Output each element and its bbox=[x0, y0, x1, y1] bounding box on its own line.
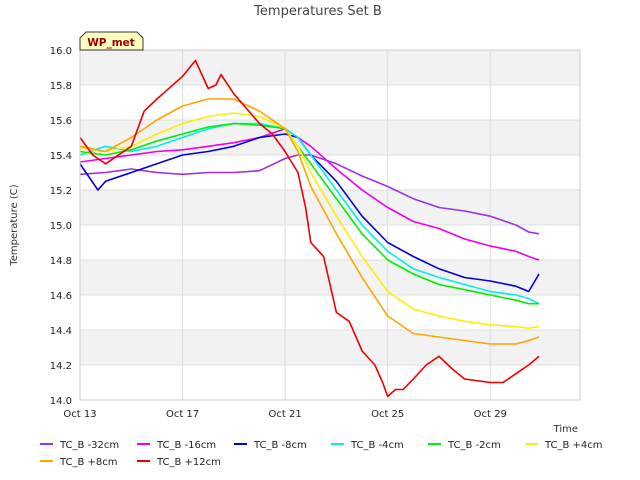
y-tick-label: 15.4 bbox=[50, 151, 72, 162]
series-line-tc-b-4cm bbox=[79, 122, 540, 305]
y-tick-label: 15.0 bbox=[50, 221, 72, 232]
plot-band bbox=[80, 120, 580, 155]
legend-item: TC_B -16cm bbox=[137, 440, 216, 451]
x-tick-label: Oct 25 bbox=[371, 409, 404, 420]
legend-label: TC_B -4cm bbox=[350, 440, 404, 451]
legend-label: TC_B +4cm bbox=[544, 440, 603, 451]
y-tick-label: 14.0 bbox=[50, 396, 72, 407]
legend-label: TC_B +12cm bbox=[156, 457, 221, 468]
legend-label: TC_B -8cm bbox=[253, 440, 307, 451]
plot-band bbox=[80, 260, 580, 295]
legend-label: TC_B +8cm bbox=[59, 457, 118, 468]
y-tick-label: 14.8 bbox=[50, 256, 72, 267]
series-line-tc-b-12cm bbox=[79, 59, 540, 398]
plot-frame bbox=[79, 49, 581, 401]
badge-label: WP_met bbox=[87, 37, 135, 49]
axes: 14.0 14.2 14.4 14.6 14.8 15.0 15.2 15.4 15.6 15.8… bbox=[50, 46, 581, 420]
legend-item: TC_B +4cm bbox=[525, 440, 603, 451]
legend-item: TC_B -8cm bbox=[234, 440, 307, 451]
legend-label: TC_B -2cm bbox=[447, 440, 501, 451]
y-tick-label: 14.4 bbox=[50, 326, 72, 337]
series-line-tc-b-4cm bbox=[79, 112, 540, 330]
legend-item: TC_B -4cm bbox=[331, 440, 404, 451]
chart-title: Temperatures Set B bbox=[253, 4, 382, 19]
x-tick-label: Oct 29 bbox=[474, 409, 507, 420]
plot-band bbox=[80, 330, 580, 365]
legend-label: TC_B -16cm bbox=[156, 440, 216, 451]
legend-item: TC_B -2cm bbox=[428, 440, 501, 451]
y-tick-label: 16.0 bbox=[50, 46, 72, 57]
x-axis-label: Time bbox=[553, 424, 578, 435]
series-line-tc-b-2cm bbox=[79, 122, 539, 305]
series-line-tc-b-8cm bbox=[79, 98, 540, 345]
y-tick-label: 15.8 bbox=[50, 81, 72, 92]
wp-met-badge: WP_met bbox=[79, 31, 144, 51]
y-axis-label: Temperature (C) bbox=[9, 184, 20, 266]
y-tick-label: 15.6 bbox=[50, 116, 72, 127]
plot-band bbox=[80, 50, 580, 85]
legend-item: TC_B +12cm bbox=[137, 457, 221, 468]
legend-label: TC_B -32cm bbox=[59, 440, 119, 451]
series-line-tc-b-16cm bbox=[79, 127, 540, 261]
x-tick-label: Oct 21 bbox=[269, 409, 302, 420]
series-lines bbox=[79, 59, 540, 398]
x-tick-label: Oct 13 bbox=[63, 409, 96, 420]
legend: TC_B -32cm TC_B -16cm TC_B -8cm TC_B -4cm TC… bbox=[40, 440, 603, 468]
y-tick-label: 14.6 bbox=[50, 291, 72, 302]
legend-item: TC_B -32cm bbox=[40, 440, 119, 451]
y-tick-label: 14.2 bbox=[50, 361, 72, 372]
x-tick-label: Oct 17 bbox=[166, 409, 199, 420]
legend-item: TC_B +8cm bbox=[40, 457, 118, 468]
plot-band bbox=[80, 190, 580, 225]
y-tick-label: 15.2 bbox=[50, 186, 72, 197]
